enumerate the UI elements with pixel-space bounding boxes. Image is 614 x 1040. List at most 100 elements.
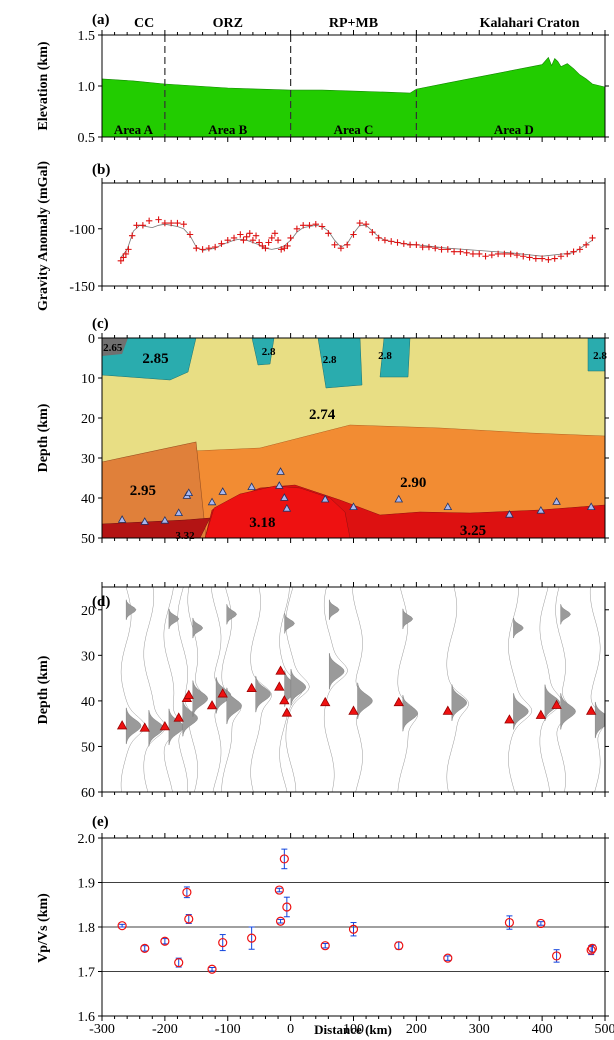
y-tick-label: 0: [88, 332, 95, 347]
moho-triangle: [247, 482, 256, 491]
rf-upper-lobe: [402, 608, 414, 630]
rf-trace: [397, 587, 418, 792]
gravity-point: [218, 240, 225, 247]
moho-triangle: [218, 487, 228, 495]
gravity-point: [246, 230, 253, 237]
vpvs-points: [117, 848, 598, 974]
gravity-axis: -150 -100: [69, 178, 609, 295]
rf-positive-lobe: [560, 693, 576, 730]
moho-triangle: [320, 494, 330, 503]
vpvs-point: [174, 957, 184, 968]
receiver-function-traces: [120, 587, 605, 792]
rf-trace: [446, 587, 469, 792]
gravity-point: [564, 250, 571, 258]
rf-trace: [539, 587, 562, 792]
rf-upper-lobe: [226, 604, 237, 625]
vpvs-point: [587, 943, 598, 953]
rf-trace: [120, 587, 146, 792]
rf-positive-lobe: [594, 701, 605, 739]
moho-pick: [551, 699, 562, 709]
rf-positive-lobe: [402, 694, 419, 732]
moho-triangle: [282, 503, 292, 512]
rf-positive-lobe: [226, 687, 242, 725]
y-tick-label: 40: [81, 492, 95, 507]
y-tick-label: 1.5: [78, 29, 96, 44]
elevation-ylabel: Elevation (km): [36, 41, 51, 130]
gravity-point: [117, 257, 125, 265]
y-tick-label: 20: [81, 604, 95, 619]
moho-triangle: [394, 494, 404, 503]
block-28-2: [317, 338, 363, 389]
gravity-point: [180, 221, 187, 228]
rf-trace: [508, 587, 533, 792]
moho-triangle: [586, 502, 596, 511]
region-label: ORZ: [213, 16, 243, 31]
gravity-point: [369, 229, 376, 236]
gravity-point: [306, 222, 313, 229]
moho-pick: [206, 700, 218, 710]
gravity-point: [122, 250, 130, 258]
y-tick-label: 10: [81, 372, 95, 387]
x-axis-label: Distance (km): [314, 1022, 392, 1037]
gravity-point: [400, 240, 407, 247]
gravity-point: [488, 251, 496, 259]
vpvs-point: [274, 885, 284, 895]
gravity-point: [125, 246, 132, 253]
moho-pick: [393, 696, 404, 707]
density-label: 2.8: [262, 346, 276, 358]
rf-trace: [323, 587, 348, 792]
moho-triangle: [140, 517, 150, 525]
gravity-point: [186, 231, 194, 238]
gravity-point: [501, 250, 508, 258]
gravity-observations: [117, 216, 596, 265]
gravity-model-line: [120, 223, 593, 258]
gravity-point: [243, 233, 250, 240]
gravity-point: [444, 246, 452, 253]
moho-triangle: [275, 481, 284, 489]
region-label: RP+MB: [329, 16, 378, 31]
vpvs-point: [218, 937, 228, 948]
gravity-point: [388, 238, 395, 245]
y-tick-label: 60: [81, 786, 95, 801]
rf-positive-lobe: [544, 684, 561, 721]
rf-positive-lobe: [168, 708, 185, 746]
gravity-point: [538, 255, 546, 262]
vpvs-point: [348, 924, 359, 934]
gravity-point: [469, 250, 477, 258]
moho-triangle: [536, 505, 546, 514]
rf-trace: [163, 587, 182, 792]
y-tick-label: 50: [81, 740, 95, 755]
gravity-point: [545, 256, 552, 263]
gravity-point: [318, 223, 326, 230]
vpvs-ylabel: Vp/Vs (km): [36, 893, 51, 963]
rf-positive-lobe: [290, 668, 307, 706]
vpvs-point: [504, 917, 515, 928]
gravity-point: [274, 237, 282, 244]
vpvs-point: [184, 914, 194, 924]
moho-pick: [183, 689, 194, 699]
vpvs-point: [247, 933, 257, 943]
density-label: 3.32: [175, 530, 195, 542]
moho-triangle: [443, 502, 453, 511]
gravity-point: [277, 246, 285, 253]
rf-trace: [143, 587, 166, 792]
layer-285: [102, 338, 197, 381]
gravity-point: [406, 241, 414, 248]
x-tick-label: 500: [595, 1022, 614, 1037]
gravity-point: [482, 253, 489, 260]
moho-triangle: [280, 493, 289, 501]
vpvs-point: [394, 941, 404, 951]
gravity-point: [425, 243, 433, 251]
moho-triangles: [117, 467, 596, 525]
area-labels: Area A Area B Area C Area D: [114, 122, 534, 137]
gravity-point: [494, 250, 502, 258]
rf-trace: [285, 587, 310, 792]
rf-upper-lobe: [192, 617, 204, 639]
moho-pick: [585, 705, 597, 715]
y-tick-label: 1.8: [78, 921, 96, 936]
vpvs-point: [279, 854, 289, 864]
rf-positive-lobe: [182, 700, 198, 737]
gravity-point: [356, 219, 363, 227]
vpvs-panel: 1.6 1.7 1.8 1.9 2.0 -300 -200 -100 0 100 200 300 400…: [36, 814, 614, 1037]
moho-pick: [159, 721, 171, 731]
